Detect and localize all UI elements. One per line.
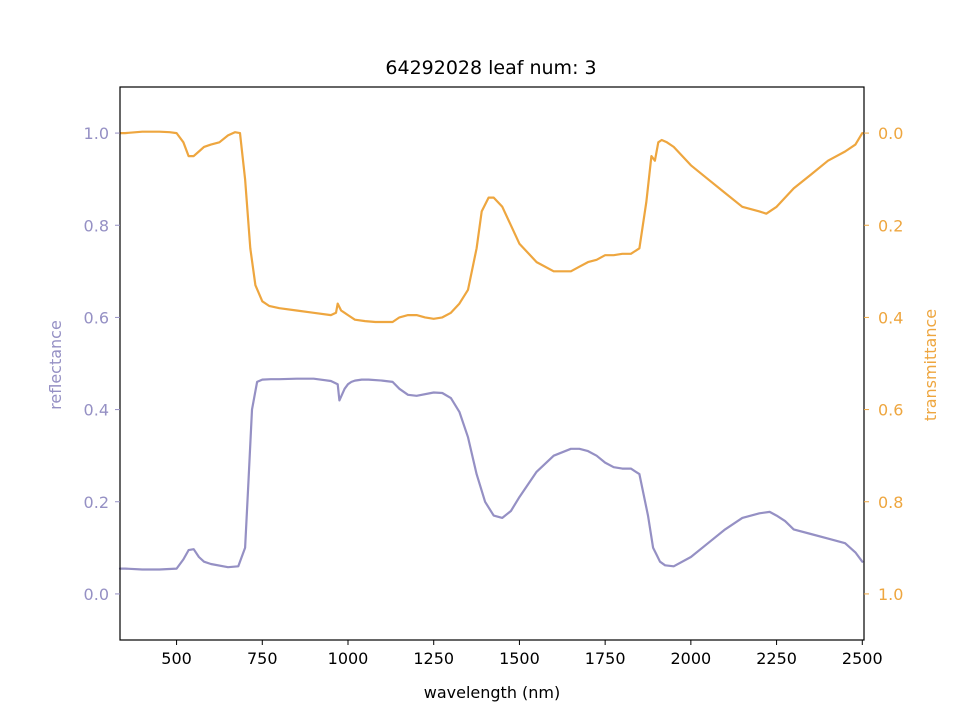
x-axis-label: wavelength (nm) <box>424 683 561 702</box>
x-tick-label: 750 <box>247 649 278 668</box>
left-y-tick-label: 0.2 <box>84 493 109 512</box>
right-y-tick-label: 0.8 <box>878 493 903 512</box>
right-y-tick-label: 0.4 <box>878 308 903 327</box>
x-tick-label: 1250 <box>413 649 454 668</box>
x-tick-label: 1750 <box>585 649 626 668</box>
chart-title: 64292028 leaf num: 3 <box>385 57 596 79</box>
right-y-tick-label: 0.6 <box>878 401 903 420</box>
plot-frame <box>119 86 865 641</box>
right-y-axis: 0.0 0.2 0.4 0.6 0.8 1.0 <box>864 124 903 604</box>
x-tick-label: 2500 <box>842 649 883 668</box>
left-y-tick-label: 1.0 <box>84 124 109 143</box>
left-y-axis: 0.0 0.2 0.4 0.6 0.8 1.0 <box>84 124 120 604</box>
left-y-tick-label: 0.8 <box>84 216 109 235</box>
x-tick-label: 1000 <box>328 649 369 668</box>
right-y-tick-label: 0.0 <box>878 124 903 143</box>
left-y-tick-label: 0.6 <box>84 308 109 327</box>
left-y-tick-label: 0.4 <box>84 401 109 420</box>
left-y-tick-label: 0.0 <box>84 585 109 604</box>
left-y-axis-label: reflectance <box>46 320 65 410</box>
right-y-tick-label: 1.0 <box>878 585 903 604</box>
x-tick-label: 2000 <box>670 649 711 668</box>
reflectance-line <box>118 377 864 571</box>
x-tick-label: 500 <box>161 649 192 668</box>
right-y-axis-label: transmittance <box>921 309 940 421</box>
right-y-tick-label: 0.2 <box>878 216 903 235</box>
x-axis: 500 750 1000 1250 1500 1750 2000 2250 2500 <box>161 640 883 668</box>
transmittance-line <box>118 130 864 324</box>
series-layer <box>118 130 864 571</box>
x-tick-label: 1500 <box>499 649 540 668</box>
x-tick-label: 2250 <box>756 649 797 668</box>
